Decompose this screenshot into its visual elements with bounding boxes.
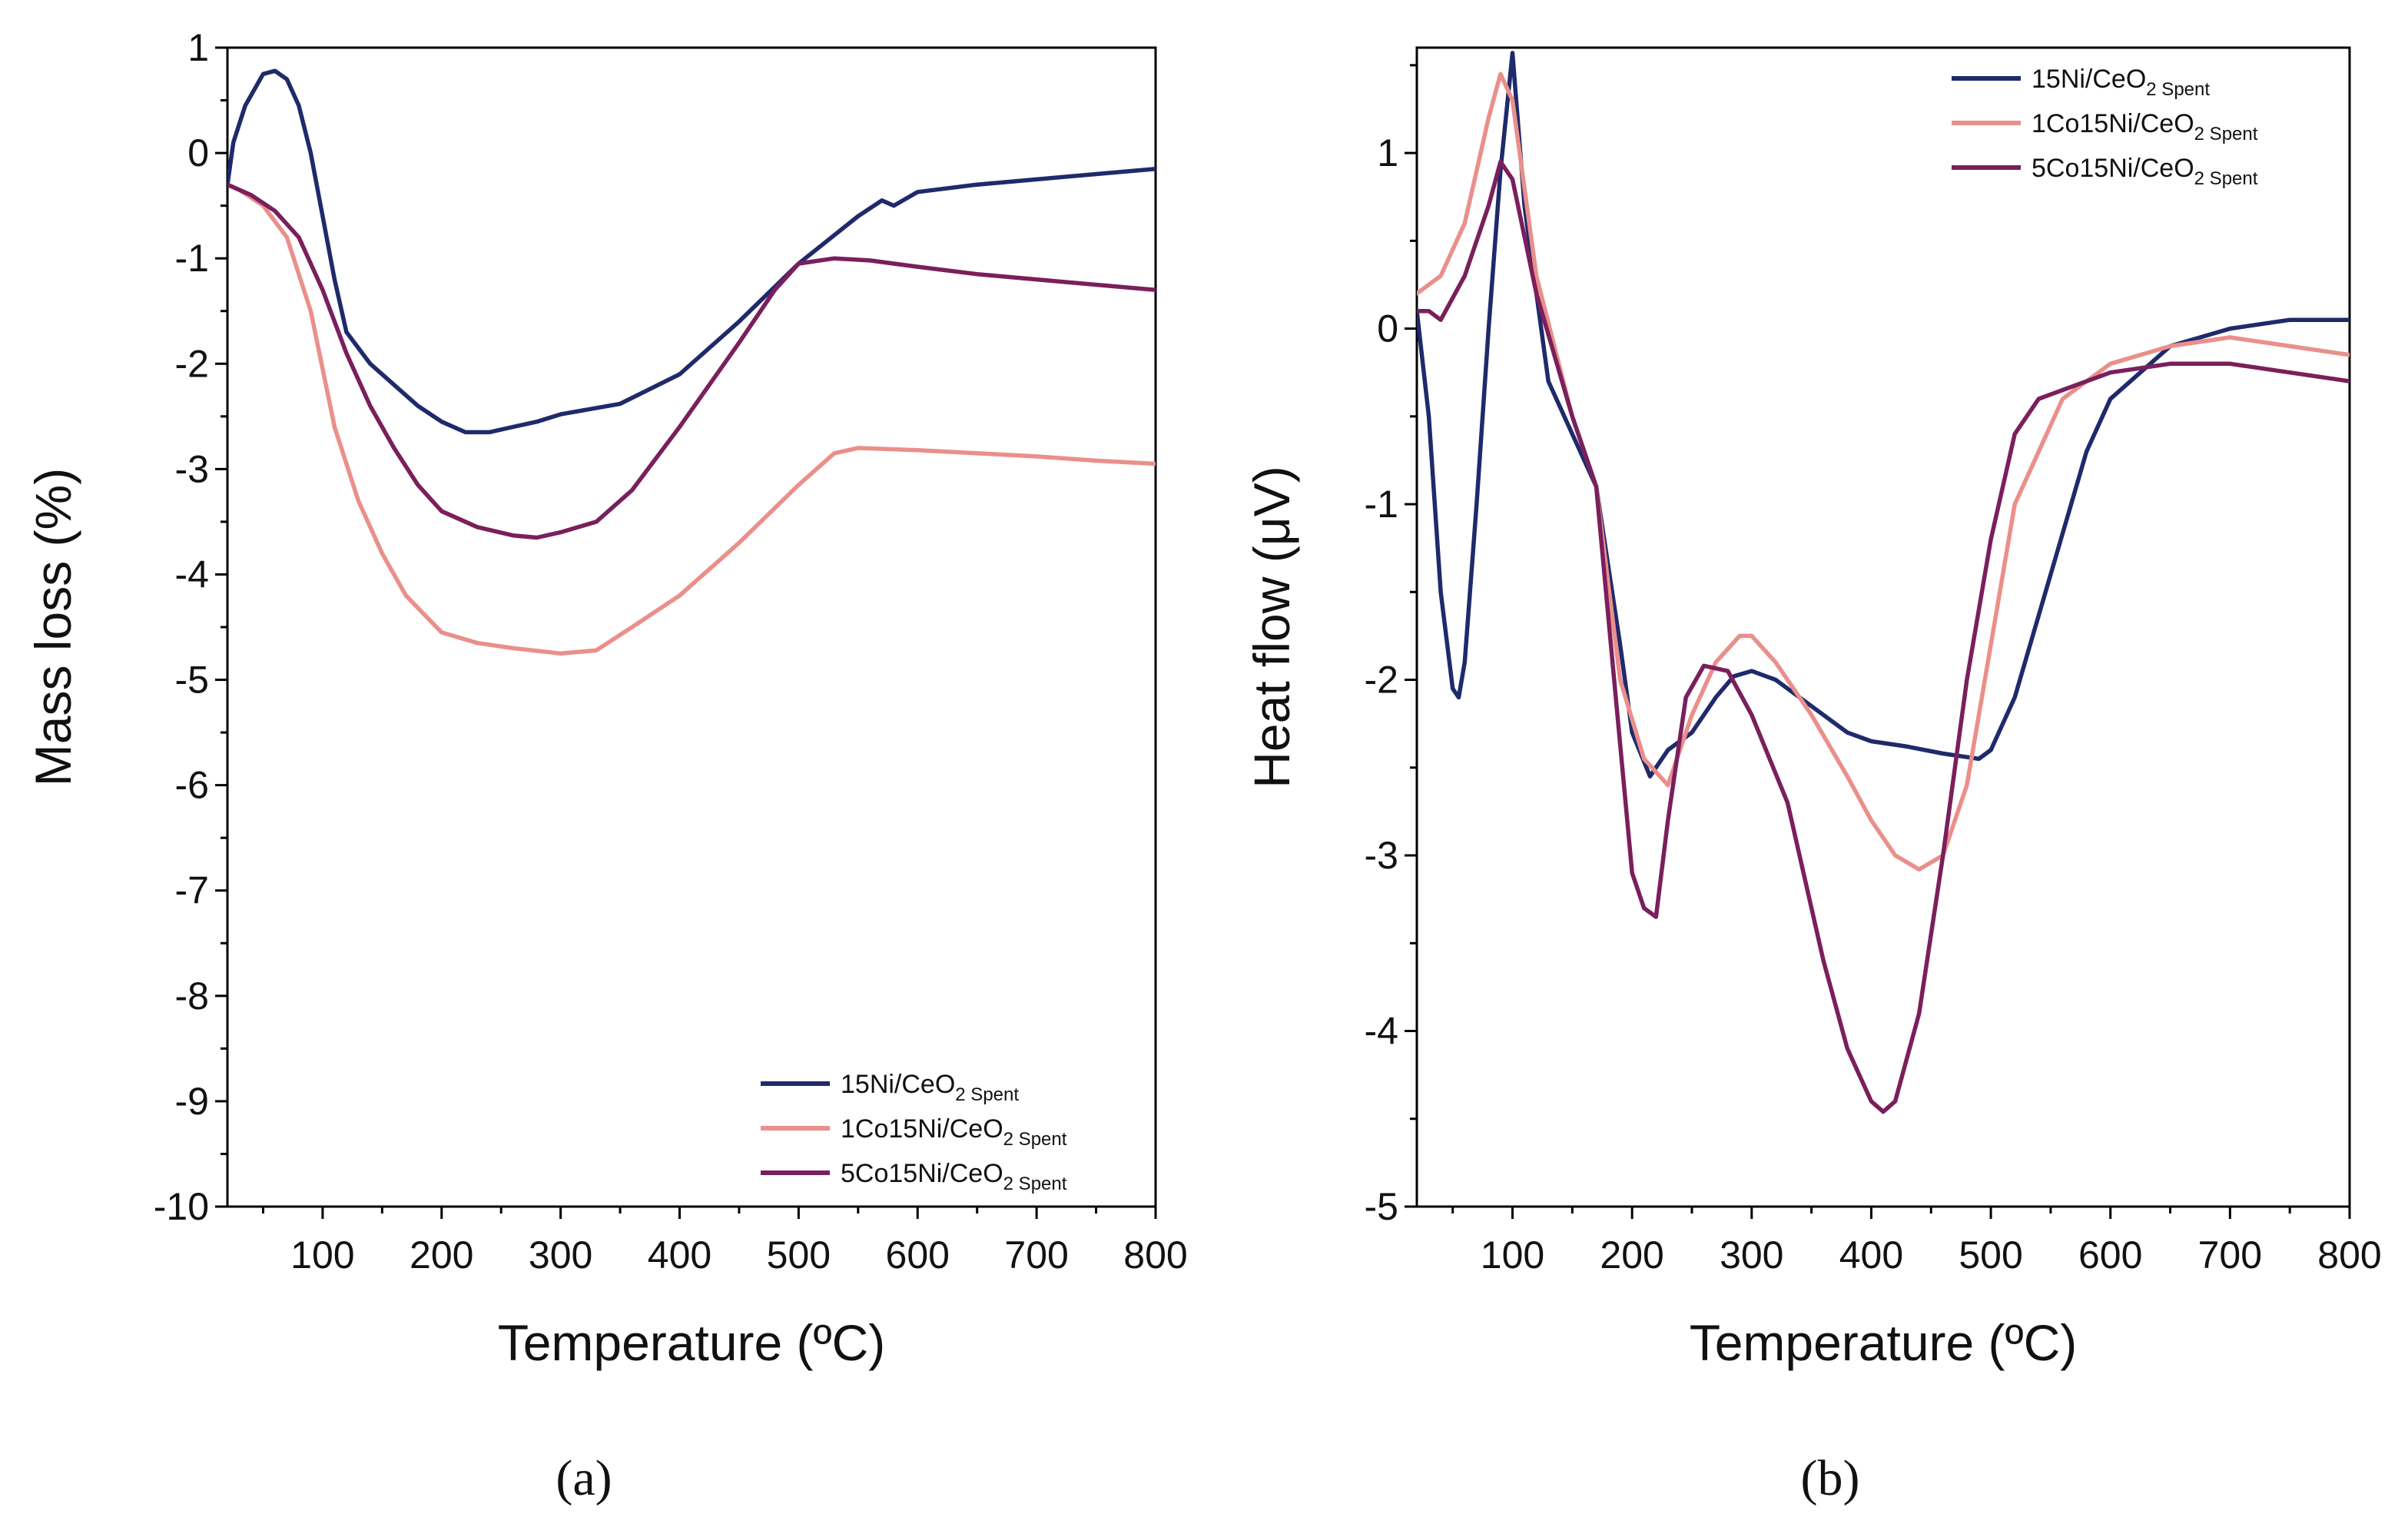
- panel-a-y-tick-label: -4: [175, 553, 209, 596]
- panel-b-y-tick-label: 1: [1377, 131, 1398, 174]
- panel-b-legend-label-3: 5Co15Ni/CeO2 Spent: [2032, 154, 2258, 189]
- panel-a-y-tick-label: 0: [187, 131, 209, 174]
- panel-a-x-tick-label: 500: [767, 1233, 831, 1277]
- panel-b-x-tick-label: 400: [1839, 1233, 1903, 1277]
- panel-a-y-tick-label: -2: [175, 342, 209, 385]
- panel-a-legend-label-1: 15Ni/CeO2 Spent: [841, 1070, 1019, 1105]
- panel-b-x-tick-label: 100: [1481, 1233, 1544, 1277]
- panel-b-y-tick-label: -2: [1365, 659, 1398, 702]
- panel-a-y-tick-label: 1: [187, 26, 209, 69]
- panel-a-y-axis-title: Mass loss (%): [25, 468, 81, 786]
- panel-b-series-line-3: [1417, 159, 2350, 1114]
- panel-a-y-tick-label: -7: [175, 869, 209, 912]
- panel-b-y-tick-label: 0: [1377, 307, 1398, 350]
- panel-a-y-tick-label: -9: [175, 1080, 209, 1123]
- panel-a-panel-label: (a): [556, 1450, 612, 1506]
- panel-b-x-tick-label: 800: [2317, 1233, 2381, 1277]
- panel-a-y-tick-label: -1: [175, 237, 209, 280]
- panel-a-series-line-1: [227, 68, 1156, 435]
- panel-b-y-tick-label: -4: [1365, 1010, 1398, 1053]
- panel-b-series-line-2: [1417, 71, 2350, 872]
- panel-a-legend-label-2: 1Co15Ni/CeO2 Spent: [841, 1114, 1067, 1150]
- panel-b-x-tick-label: 500: [1959, 1233, 2022, 1277]
- panel-b-x-tick-label: 600: [2078, 1233, 2142, 1277]
- panel-a-x-tick-label: 400: [648, 1233, 711, 1277]
- panel-a-y-tick-label: -8: [175, 974, 209, 1018]
- panel-a-y-tick-label: -10: [154, 1185, 209, 1228]
- panel-b-y-tick-label: -5: [1365, 1185, 1398, 1228]
- panel-a-x-tick-label: 300: [529, 1233, 592, 1277]
- panel-a-x-tick-label: 200: [410, 1233, 473, 1277]
- panel-b-x-tick-label: 200: [1600, 1233, 1663, 1277]
- panel-a-y-tick-label: -3: [175, 447, 209, 490]
- panel-a-x-tick-label: 700: [1004, 1233, 1068, 1277]
- panel-b-y-tick-label: -3: [1365, 834, 1398, 877]
- panel-b-x-axis-title: Temperature (ºC): [1690, 1314, 2078, 1371]
- panel-a-y-tick-label: -5: [175, 659, 209, 702]
- panel-b-legend-label-2: 1Co15Ni/CeO2 Spent: [2032, 109, 2258, 144]
- panel-b-legend: 15Ni/CeO2 Spent 1Co15Ni/CeO2 Spent 5Co15Ni…: [1952, 65, 2258, 189]
- panel-b-chart: 100 200 300 400 500 600 700 800 1 0 -1 -2 -3 -4 -5 Temp…: [1243, 46, 2382, 1506]
- panel-b-series-line-1: [1417, 51, 2350, 779]
- panel-b-legend-label-1: 15Ni/CeO2 Spent: [2032, 65, 2210, 100]
- panel-b-y-axis-title: Heat flow (μV): [1243, 466, 1300, 788]
- panel-b-x-tick-label: 300: [1720, 1233, 1783, 1277]
- panel-a-series-line-3: [227, 182, 1156, 540]
- panel-b-x-tick-label: 700: [2198, 1233, 2262, 1277]
- panel-a-x-axis-title: Temperature (ºC): [498, 1314, 886, 1371]
- panel-b-panel-label: (b): [1801, 1450, 1860, 1506]
- panel-a-legend: 15Ni/CeO2 Spent 1Co15Ni/CeO2 Spent 5Co15Ni…: [761, 1070, 1067, 1194]
- panel-a-series-line-2: [227, 182, 1156, 656]
- panel-a-y-tick-label: -6: [175, 764, 209, 807]
- panel-a-x-tick-label: 100: [290, 1233, 354, 1277]
- panel-a-x-tick-label: 800: [1123, 1233, 1187, 1277]
- panel-b-y-tick-label: -1: [1365, 483, 1398, 526]
- panel-a-chart: 100 200 300 400 500 600 700 800 1 0 -1 -2 -3 -4 -5 -6 -7…: [25, 26, 1188, 1506]
- panel-a-legend-label-3: 5Co15Ni/CeO2 Spent: [841, 1159, 1067, 1194]
- panel-a-plot-frame: [226, 46, 1157, 1208]
- panel-a-x-tick-label: 600: [886, 1233, 950, 1277]
- panel-b-plot-frame: [1415, 46, 2351, 1208]
